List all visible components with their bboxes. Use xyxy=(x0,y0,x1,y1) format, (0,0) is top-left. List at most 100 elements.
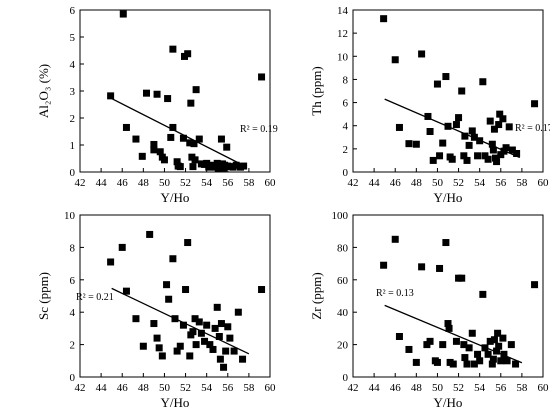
x-tick-label: 52 xyxy=(180,382,191,394)
data-point xyxy=(176,163,184,171)
data-point xyxy=(195,318,203,326)
data-point xyxy=(412,140,420,148)
x-tick-label: 42 xyxy=(348,382,359,394)
data-point xyxy=(442,73,450,81)
x-tick-label: 54 xyxy=(201,382,213,394)
data-point xyxy=(488,360,496,368)
data-point xyxy=(240,162,248,170)
data-point xyxy=(452,337,460,345)
y-tick-label: 0 xyxy=(70,372,76,384)
x-tick-label: 54 xyxy=(201,177,213,189)
data-point xyxy=(184,50,192,58)
data-point xyxy=(436,152,444,160)
data-point xyxy=(258,73,266,81)
data-point xyxy=(230,347,238,355)
x-tick-label: 46 xyxy=(390,382,402,394)
data-point xyxy=(476,137,484,145)
x-tick-label: 50 xyxy=(159,382,171,394)
y-tick-label: 2 xyxy=(70,340,76,352)
data-point xyxy=(150,146,158,154)
trend-line xyxy=(384,98,521,159)
y-tick-label: 10 xyxy=(337,51,349,63)
data-point xyxy=(258,286,266,294)
y-tick-label: 8 xyxy=(343,74,349,86)
data-point xyxy=(176,342,184,350)
x-tick-label: 60 xyxy=(538,177,550,189)
data-point xyxy=(405,345,413,353)
data-point xyxy=(474,152,482,160)
y-tick-label: 40 xyxy=(337,307,349,319)
data-point xyxy=(439,139,447,147)
data-point xyxy=(468,329,476,337)
data-point xyxy=(201,337,209,345)
data-point xyxy=(190,140,198,148)
data-point xyxy=(481,344,489,352)
data-point xyxy=(239,355,247,363)
data-point xyxy=(107,92,115,100)
y-tick-label: 60 xyxy=(337,275,349,287)
data-point xyxy=(132,135,140,143)
y-tick-label: 2 xyxy=(343,144,349,156)
data-point xyxy=(203,321,211,329)
x-tick-label: 60 xyxy=(265,382,277,394)
data-point xyxy=(496,110,504,118)
data-point xyxy=(122,123,130,131)
data-point xyxy=(192,341,200,349)
data-point xyxy=(493,158,501,166)
data-point xyxy=(195,135,203,143)
data-point xyxy=(444,122,452,130)
data-point xyxy=(155,344,163,352)
x-axis-title: Y/Ho xyxy=(161,190,190,205)
x-tick-label: 44 xyxy=(96,382,108,394)
y-axis-title: Zr (ppm) xyxy=(309,272,324,319)
data-point xyxy=(460,341,468,349)
data-point xyxy=(463,156,471,164)
data-point xyxy=(173,158,181,166)
x-tick-label: 50 xyxy=(159,177,171,189)
data-point xyxy=(426,128,434,135)
plot-frame xyxy=(79,9,271,173)
x-tick-label: 50 xyxy=(432,177,444,189)
data-point xyxy=(486,117,494,125)
data-point xyxy=(182,286,190,294)
data-point xyxy=(499,115,507,123)
data-point xyxy=(160,156,168,164)
y-tick-label: 8 xyxy=(70,242,76,254)
data-point xyxy=(146,230,154,238)
data-point xyxy=(206,341,214,349)
y-tick-label: 100 xyxy=(332,210,349,222)
data-point xyxy=(484,350,492,358)
x-tick-label: 58 xyxy=(243,177,255,189)
x-tick-label: 56 xyxy=(222,177,234,189)
data-point xyxy=(211,324,219,332)
x-tick-label: 46 xyxy=(117,382,129,394)
data-point xyxy=(169,123,177,131)
data-point xyxy=(503,357,511,365)
x-tick-label: 54 xyxy=(474,382,486,394)
data-point xyxy=(495,342,503,350)
data-point xyxy=(449,360,457,368)
data-point xyxy=(458,274,466,282)
y-tick-label: 3 xyxy=(70,86,76,98)
data-point xyxy=(439,341,447,349)
data-point xyxy=(224,323,232,331)
y-axis-title: Al₂O₃ (%) xyxy=(36,64,51,118)
plot-frame xyxy=(352,9,544,173)
x-tick-label: 42 xyxy=(348,177,359,189)
x-tick-label: 48 xyxy=(411,177,423,189)
data-point xyxy=(192,86,200,94)
data-point xyxy=(143,89,150,97)
data-point xyxy=(167,133,175,141)
x-tick-label: 44 xyxy=(96,177,108,189)
data-point xyxy=(150,140,158,148)
data-point xyxy=(209,345,217,353)
data-point xyxy=(165,295,173,303)
data-point xyxy=(490,336,498,344)
data-point xyxy=(442,239,450,247)
data-point xyxy=(412,358,420,366)
data-point xyxy=(497,357,505,365)
